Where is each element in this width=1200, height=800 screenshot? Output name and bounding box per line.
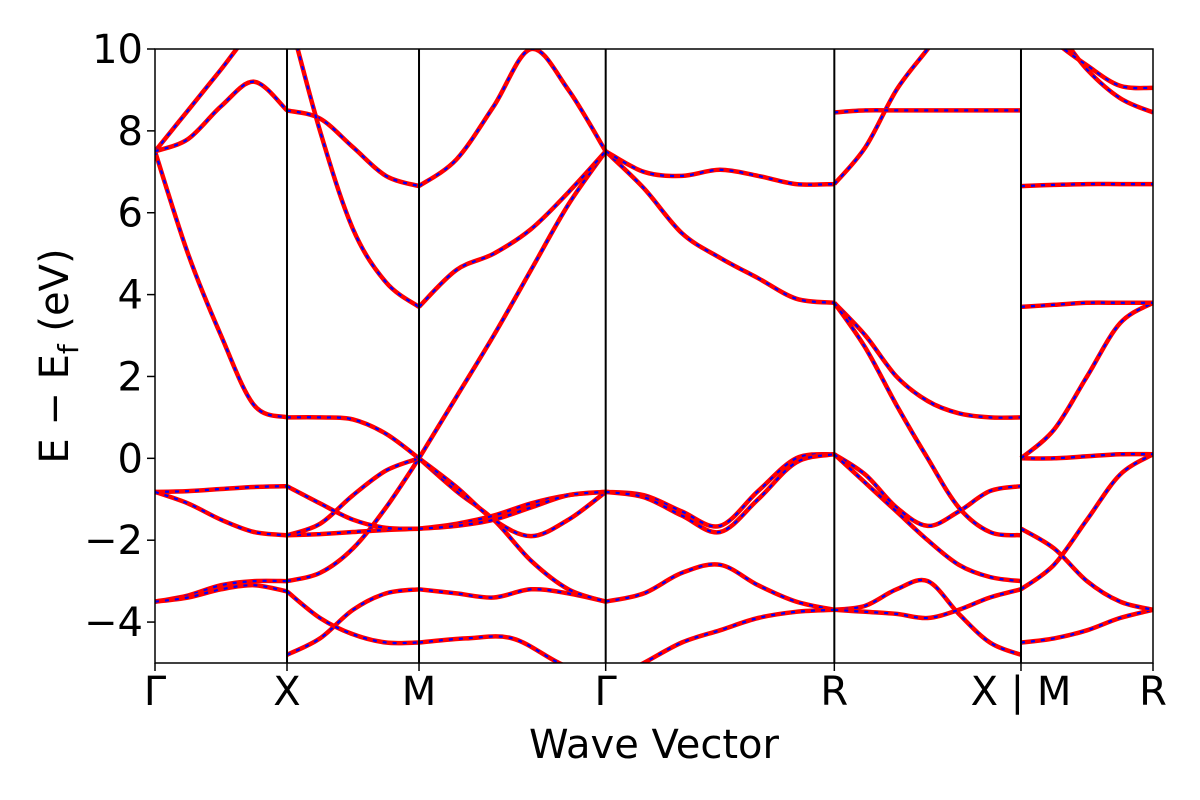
band-line-seg2-b4 bbox=[418, 489, 606, 531]
band-line-seg5-b1 bbox=[1019, 452, 1153, 592]
band-line-dashed-seg0-b3 bbox=[155, 490, 288, 537]
band-line-dashed-seg3-b1 bbox=[605, 453, 835, 528]
y-tick-label-6: 8 bbox=[118, 109, 143, 155]
band-line-dashed-seg4-b3 bbox=[833, 453, 1022, 583]
band-line-seg4-b4 bbox=[832, 301, 1022, 420]
y-axis-ticks: −4 −2 0 2 4 6 8 10 bbox=[84, 27, 155, 646]
band-line-seg5-b0 bbox=[1020, 607, 1153, 645]
band-line-seg0-b6 bbox=[155, 79, 289, 154]
y-tick-label-7: 10 bbox=[92, 27, 143, 73]
y-tick-label-1: −2 bbox=[84, 518, 143, 564]
x-tick-label-5: X | M bbox=[971, 669, 1072, 715]
band-line-dashed-seg2-b7 bbox=[418, 150, 607, 308]
band-line-seg3-b5 bbox=[639, 607, 835, 663]
band-line-dashed-seg4-b4 bbox=[833, 302, 1022, 419]
y-tick-label-5: 6 bbox=[118, 191, 143, 237]
band-line-seg3-b3 bbox=[604, 149, 835, 306]
band-line-seg1-b7 bbox=[286, 108, 420, 189]
band-line-dashed-seg5-b8 bbox=[1062, 49, 1153, 90]
band-line-seg2-b5 bbox=[418, 489, 606, 531]
y-axis-label-unit: (eV) bbox=[32, 248, 78, 344]
band-line-seg5-b4 bbox=[1019, 300, 1153, 461]
band-line-seg0-b4 bbox=[155, 150, 288, 420]
y-axis-label: E − Ef (eV) bbox=[32, 248, 85, 463]
x-tick-label-0: Γ bbox=[144, 669, 167, 715]
band-line-dashed-seg3-b2 bbox=[605, 453, 835, 534]
x-axis-ticks: Γ X M Γ R X | M R bbox=[144, 663, 1167, 715]
band-line-dashed-seg1-b0 bbox=[286, 588, 420, 656]
x-tick-label-2: M bbox=[402, 669, 437, 715]
band-line-dashed-seg5-b7 bbox=[1069, 49, 1153, 114]
band-line-dashed-seg4-b5 bbox=[833, 302, 1022, 537]
band-line-seg1-b1 bbox=[285, 589, 420, 646]
band-line-dashed-seg4-b6 bbox=[833, 49, 930, 185]
band-line-dashed-seg3-b5 bbox=[641, 608, 835, 663]
band-line-seg5-b7 bbox=[1068, 49, 1153, 115]
band-line-seg4-b1 bbox=[834, 587, 1022, 621]
band-line-dashed-seg2-b3 bbox=[418, 457, 607, 538]
band-line-dashed-seg3-b0 bbox=[605, 563, 835, 611]
y-axis-label-sub: f bbox=[52, 343, 85, 354]
band-line-dashed-seg1-b7 bbox=[286, 109, 420, 188]
band-line-seg1-b8 bbox=[295, 49, 421, 309]
band-line-dashed-seg5-b0 bbox=[1020, 608, 1153, 644]
band-line-dashed-seg4-b1 bbox=[834, 588, 1022, 620]
band-line-dashed-seg4-b7 bbox=[834, 109, 1021, 114]
band-line-dashed-seg0-b2 bbox=[155, 485, 288, 493]
band-line-seg0-b5 bbox=[155, 49, 240, 153]
band-line-seg2-b7 bbox=[417, 149, 608, 309]
high-symmetry-lines bbox=[286, 49, 1022, 663]
band-line-seg5-b2 bbox=[1019, 526, 1153, 612]
band-line-dashed-seg1-b8 bbox=[296, 49, 420, 308]
band-line-dashed-seg2-b0 bbox=[418, 635, 562, 663]
band-line-dashed-seg4-b2 bbox=[833, 453, 1022, 528]
band-line-dashed-seg1-b2 bbox=[286, 457, 420, 583]
band-line-dashed-seg5-b5 bbox=[1020, 301, 1153, 308]
y-tick-label-4: 4 bbox=[118, 273, 143, 319]
x-tick-label-3: Γ bbox=[595, 669, 618, 715]
band-line-seg4-b6 bbox=[832, 49, 931, 186]
band-line-dashed-seg5-b6 bbox=[1020, 182, 1153, 188]
band-line-seg5-b8 bbox=[1060, 49, 1153, 91]
band-lines bbox=[155, 49, 1153, 663]
band-line-dashed-seg1-b6 bbox=[286, 416, 420, 460]
band-line-dashed-seg3-b4 bbox=[605, 150, 835, 186]
x-axis-label: Wave Vector bbox=[529, 722, 780, 768]
y-tick-label-0: −4 bbox=[84, 600, 143, 646]
x-tick-label-4: R bbox=[820, 669, 848, 715]
y-tick-label-3: 2 bbox=[118, 354, 143, 400]
x-tick-label-1: X bbox=[273, 669, 300, 715]
band-line-dashed-seg0-b4 bbox=[155, 150, 288, 419]
band-line-dashed-seg1-b1 bbox=[286, 590, 420, 645]
band-line-seg2-b8 bbox=[417, 49, 608, 188]
y-axis-label-main: E − E bbox=[32, 354, 78, 464]
band-line-seg0-b1 bbox=[155, 582, 288, 604]
x-tick-label-6: R bbox=[1139, 669, 1167, 715]
band-line-dashed-seg2-b8 bbox=[418, 49, 607, 188]
band-line-seg3-b1 bbox=[605, 451, 835, 529]
band-line-seg4-b2 bbox=[833, 452, 1022, 529]
band-line-dashed-seg3-b3 bbox=[604, 150, 835, 304]
band-line-dashed-seg5-b3 bbox=[1020, 452, 1153, 460]
band-line-dashed-seg4-b0 bbox=[834, 578, 1022, 656]
band-line-dashed-seg2-b2 bbox=[418, 457, 607, 603]
band-line-seg1-b5 bbox=[285, 484, 420, 532]
band-line-seg2-b0 bbox=[418, 634, 565, 663]
band-line-seg2-b1 bbox=[418, 586, 607, 604]
plot-frame bbox=[154, 48, 1154, 664]
band-line-dashed-seg2-b6 bbox=[418, 150, 607, 459]
y-tick-label-2: 0 bbox=[118, 436, 143, 482]
band-line-dashed-seg1-b3 bbox=[286, 527, 420, 537]
band-line-dashed-seg0-b6 bbox=[155, 80, 288, 153]
band-line-seg3-b4 bbox=[604, 149, 835, 187]
band-line-dashed-seg5-b4 bbox=[1020, 301, 1153, 460]
band-line-dashed-seg0-b1 bbox=[155, 584, 288, 603]
band-line-seg1-b6 bbox=[286, 415, 421, 461]
band-line-dashed-seg1-b4 bbox=[286, 457, 420, 537]
